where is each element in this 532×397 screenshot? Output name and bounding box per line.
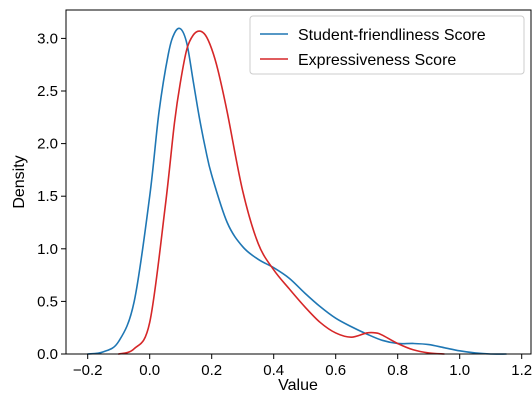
x-tick-label: 0.0 xyxy=(139,362,160,379)
series-line-student-friendliness-score xyxy=(86,27,507,355)
x-axis-label: Value xyxy=(278,377,318,394)
plot-frame xyxy=(65,9,532,355)
x-tick-label: 0.2 xyxy=(201,362,222,379)
y-tick-label: 1.5 xyxy=(37,188,58,205)
x-tick-label: 0.8 xyxy=(387,362,408,379)
legend-label-student-friendliness-score: Student-friendliness Score xyxy=(298,27,486,44)
x-tick-label: 0.4 xyxy=(263,362,284,379)
y-tick-label: 0.5 xyxy=(37,293,58,310)
y-tick-label: 2.0 xyxy=(37,136,58,153)
y-tick-label: 2.5 xyxy=(37,83,58,100)
x-tick-label: −0.2 xyxy=(73,362,103,379)
x-tick-label: 1.2 xyxy=(511,362,532,379)
x-tick-label: 1.0 xyxy=(449,362,470,379)
series-line-expressiveness-score xyxy=(117,30,445,355)
y-axis-label: Density xyxy=(11,155,28,208)
legend: Student-friendliness Score Expressiveness… xyxy=(249,15,525,75)
legend-box xyxy=(249,15,525,75)
y-tick-label: 0.0 xyxy=(37,346,58,363)
y-tick-label: 1.0 xyxy=(37,241,58,258)
x-tick-label: 0.6 xyxy=(325,362,346,379)
y-tick-label: 3.0 xyxy=(37,30,58,47)
legend-label-expressiveness-score: Expressiveness Score xyxy=(298,52,456,69)
